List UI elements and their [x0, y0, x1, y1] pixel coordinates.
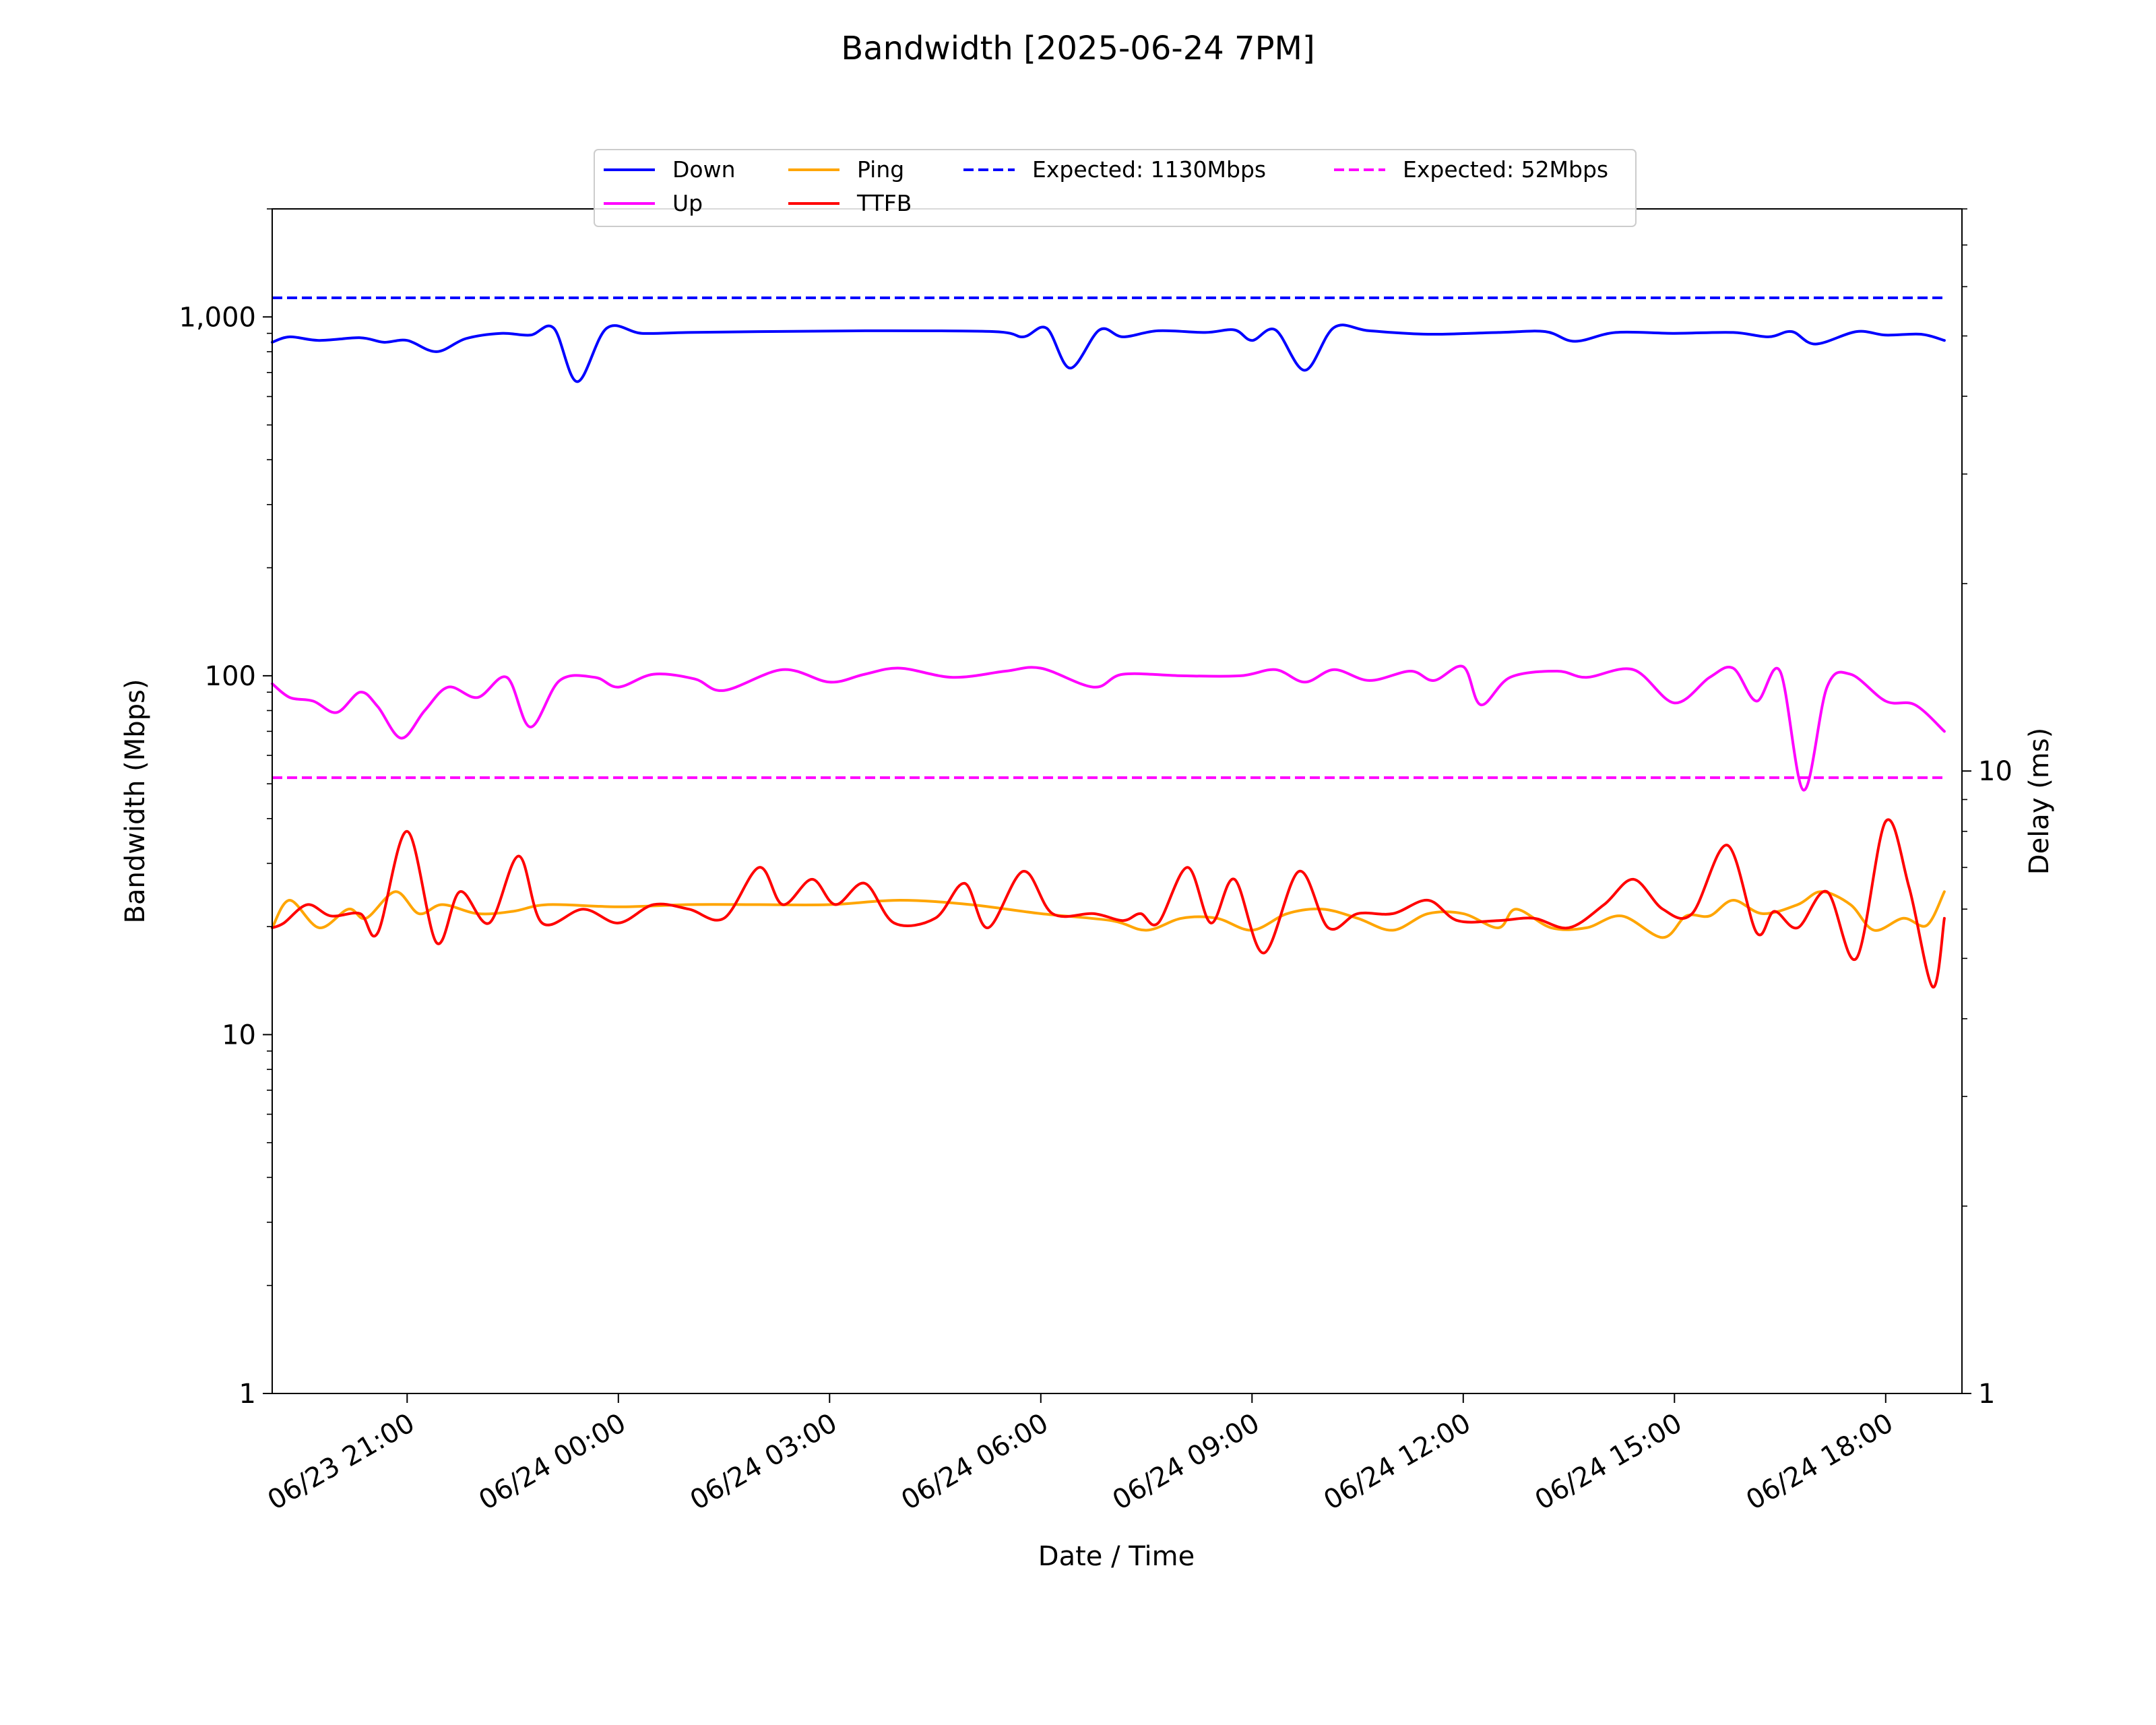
legend-label-down: Down	[672, 156, 736, 183]
series-layer	[271, 296, 1946, 989]
legend: Down Up Ping TTFB Expected: 1130Mbps Expected…	[594, 149, 1637, 227]
y-tick-label: 10	[222, 1020, 256, 1050]
series-line-ttfb	[271, 818, 1946, 989]
y2-axis-label: Delay (ms)	[2024, 728, 2055, 875]
series-line-down	[271, 323, 1946, 383]
y-axis-right: 1 10	[1962, 208, 2012, 1410]
series-line-up	[271, 664, 1946, 792]
legend-label-up: Up	[672, 190, 703, 216]
y-tick-label: 1	[239, 1379, 256, 1410]
y2-tick-label: 1	[1978, 1379, 1995, 1410]
y-tick-label: 1,000	[179, 302, 256, 333]
y-axis-label: Bandwidth (Mbps)	[120, 679, 151, 923]
legend-box	[594, 149, 1637, 227]
legend-label-ttfb: TTFB	[856, 190, 912, 216]
y2-tick-label: 10	[1978, 756, 2012, 787]
series-line-ping	[271, 890, 1946, 939]
y-axis-left: 1 10 100 1,000	[179, 208, 272, 1410]
legend-label-expected-52mbps: Expected: 52Mbps	[1403, 156, 1608, 183]
chart-title: Bandwidth [2025-06-24 7PM]	[841, 30, 1314, 67]
y-tick-label: 100	[205, 661, 256, 692]
x-axis-label: Date / Time	[1038, 1541, 1195, 1572]
legend-label-expected-1130mbps: Expected: 1130Mbps	[1032, 156, 1266, 183]
legend-label-ping: Ping	[857, 156, 904, 183]
